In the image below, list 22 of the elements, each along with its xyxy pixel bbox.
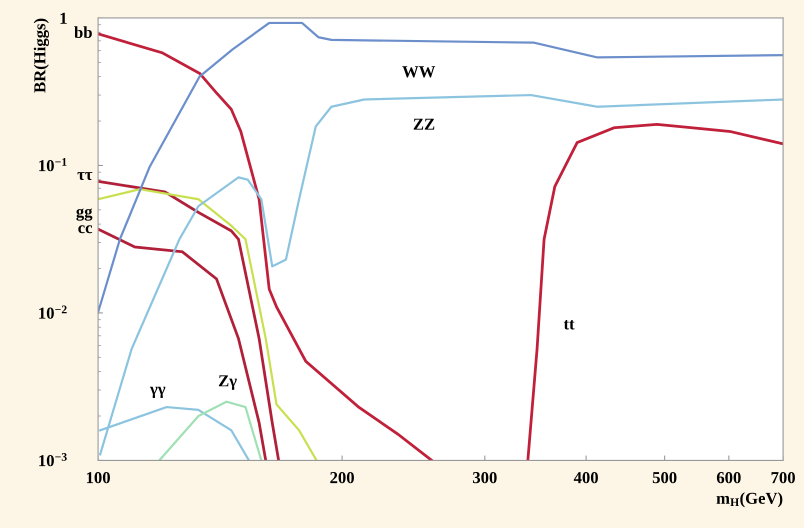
series-label: Zγ	[218, 375, 237, 390]
series-label: γγ	[150, 386, 166, 398]
x-tick-label: 100	[86, 472, 110, 484]
y-tick-label: 10$^{−2}$	[39, 306, 67, 319]
x-axis-title: m$_{H}$(GeV)	[716, 492, 782, 508]
series-label: gg	[76, 208, 92, 221]
y-tick-label: 10$^{−3}$	[39, 453, 67, 466]
y-axis-title: BR(Higgs)	[34, 18, 49, 93]
series-label: bb	[74, 26, 92, 38]
series-label: WW	[402, 66, 436, 78]
series-label: ZZ	[414, 118, 434, 130]
x-tick-label: 600	[716, 472, 741, 484]
y-tick-label: 10$^{−1}$	[39, 158, 67, 172]
x-tick-label: 200	[330, 472, 354, 484]
x-tick-label: 300	[472, 472, 497, 484]
x-tick-label: 400	[574, 472, 598, 484]
x-tick-label: 700	[772, 472, 795, 484]
series-label: ττ	[77, 172, 92, 180]
series-label: tt	[564, 320, 575, 330]
x-tick-label: 500	[652, 472, 677, 484]
y-tick-label: 1	[60, 12, 67, 24]
series-label: cc	[78, 225, 92, 234]
